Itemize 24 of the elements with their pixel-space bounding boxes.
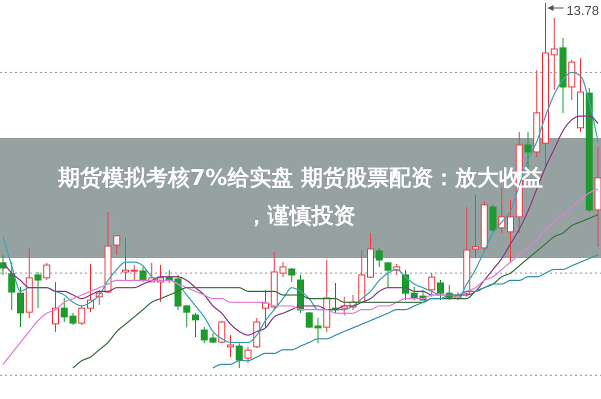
candlestick [17,286,24,328]
candlestick [8,262,16,310]
candlestick [236,342,243,368]
candlestick [428,272,436,298]
candlestick [472,194,479,259]
candlestick [52,281,59,332]
candlestick [490,204,496,232]
candlestick [113,234,120,256]
candlestick [384,262,392,289]
candlestick [218,320,226,344]
annotation: 13.78 [566,3,599,18]
candlestick [550,17,558,90]
candlestick [376,247,383,268]
candlestick [122,238,129,281]
candlestick [244,346,252,364]
candlestick [227,334,234,358]
candlestick [192,312,199,338]
candlestick [288,267,296,282]
candlestick [34,272,42,309]
candlestick [183,304,190,328]
candlestick [140,266,146,282]
candlestick [130,264,138,281]
candlestick [437,280,444,301]
candlestick [43,262,50,281]
